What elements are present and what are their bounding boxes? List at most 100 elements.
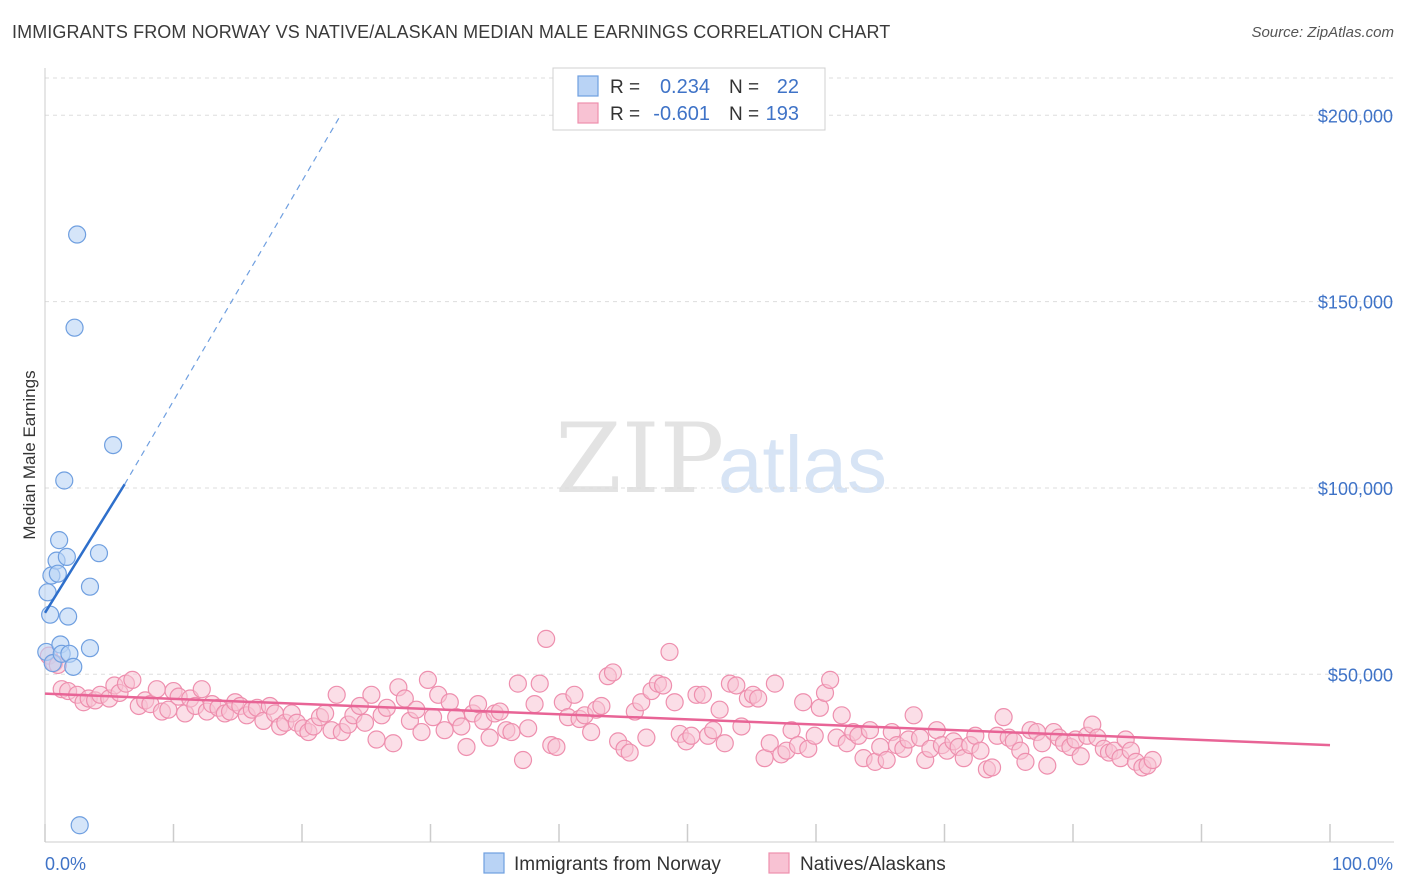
native-point — [565, 685, 584, 704]
native-point — [982, 758, 1002, 777]
x-tick-label: 0.0% — [45, 854, 86, 874]
native-point — [547, 737, 566, 757]
norway-point — [89, 544, 109, 563]
native-point — [1016, 752, 1035, 771]
native-point — [452, 717, 471, 736]
watermark-atlas: atlas — [718, 420, 887, 509]
native-point — [418, 670, 438, 689]
native-point — [603, 663, 623, 682]
norway-point — [38, 583, 57, 602]
native-point — [749, 689, 768, 708]
native-point — [480, 728, 499, 747]
watermark-zip: ZIP — [555, 403, 724, 515]
y-axis-label: Median Male Earnings — [20, 370, 39, 539]
native-point — [355, 713, 375, 732]
grid-lines — [45, 77, 1394, 675]
legend-swatch-native — [577, 102, 599, 124]
series-legend: Immigrants from Norway Natives/Alaskans — [483, 852, 946, 875]
x-tick-label: 100.0% — [1332, 854, 1393, 874]
native-point — [147, 680, 166, 699]
native-point — [660, 642, 679, 662]
norway-point — [41, 605, 60, 624]
native-point — [530, 674, 549, 693]
native-point — [637, 728, 656, 747]
y-tick-label: $50,000 — [1328, 665, 1393, 685]
native-point — [760, 734, 779, 753]
trend-lines — [43, 114, 1331, 747]
legend-n-value-native: 193 — [766, 103, 799, 125]
native-point — [525, 695, 544, 714]
legend-n-label-norway: N = — [729, 77, 759, 98]
chart-title: IMMIGRANTS FROM NORWAY VS NATIVE/ALASKAN… — [12, 22, 891, 42]
native-point — [665, 693, 684, 712]
native-point — [537, 629, 556, 648]
norway-point — [59, 607, 78, 626]
norway-point — [70, 816, 89, 835]
native-point — [502, 722, 521, 742]
y-tick-label: $100,000 — [1318, 479, 1393, 499]
series-legend-label-native: Natives/Alaskans — [800, 854, 946, 875]
native-point — [1143, 750, 1162, 770]
norway-point — [48, 564, 67, 583]
native-point — [682, 726, 701, 745]
norway-point — [64, 657, 83, 676]
norway-point — [104, 435, 123, 455]
norway-point — [68, 225, 87, 244]
y-tick-label: $150,000 — [1318, 293, 1393, 313]
native-point — [592, 696, 611, 716]
norway-trend-extension — [124, 114, 342, 485]
norway-trend-line — [43, 483, 126, 614]
native-point — [513, 750, 533, 770]
native-point — [904, 706, 923, 725]
native-point — [457, 737, 476, 757]
native-point — [123, 670, 142, 689]
native-point — [582, 722, 601, 742]
native-point — [693, 685, 713, 704]
native-point — [805, 726, 824, 745]
native-point — [832, 706, 851, 725]
native-point — [877, 750, 896, 770]
y-tick-label: $200,000 — [1318, 106, 1393, 126]
series-legend-label-norway: Immigrants from Norway — [514, 854, 721, 875]
correlation-legend: R = 0.234 N = 22 R = -0.601 N = 193 — [552, 67, 826, 131]
native-point — [519, 719, 538, 738]
native-point — [362, 685, 381, 704]
natives-alaskans-points — [39, 629, 1162, 779]
legend-r-label-norway: R = — [610, 77, 640, 98]
norway-point — [65, 318, 84, 337]
native-point — [715, 734, 734, 753]
legend-r-label-native: R = — [610, 104, 640, 125]
legend-r-value-norway: 0.234 — [660, 76, 710, 98]
legend-swatch-norway — [577, 75, 599, 97]
norway-point — [50, 531, 69, 550]
native-point — [794, 693, 813, 712]
native-point — [765, 674, 784, 693]
norway-point — [57, 547, 76, 566]
native-point — [620, 743, 639, 762]
chart-source: Source: ZipAtlas.com — [1251, 24, 1394, 41]
norway-point — [80, 577, 100, 596]
native-point — [367, 730, 386, 749]
legend-r-value-native: -0.601 — [653, 103, 710, 125]
native-point — [704, 721, 723, 740]
axes: $50,000 $100,000 $150,000 $200,000 0.0% 100.0… — [44, 68, 1394, 874]
native-point — [192, 680, 211, 699]
norway-point — [55, 471, 74, 490]
norway-point — [80, 639, 100, 658]
native-point — [508, 674, 527, 693]
legend-n-label-native: N = — [729, 104, 759, 125]
native-point — [710, 700, 729, 719]
native-point — [994, 708, 1013, 727]
native-point — [316, 704, 335, 723]
native-point — [971, 741, 990, 760]
legend-n-value-norway: 22 — [777, 76, 799, 98]
native-point — [1038, 756, 1057, 775]
series-legend-swatch-norway — [483, 852, 505, 874]
native-trend-line — [44, 692, 1331, 747]
native-point — [821, 670, 840, 689]
native-point — [468, 695, 488, 714]
native-point — [653, 676, 673, 695]
native-point — [384, 734, 403, 753]
native-point — [327, 685, 346, 704]
